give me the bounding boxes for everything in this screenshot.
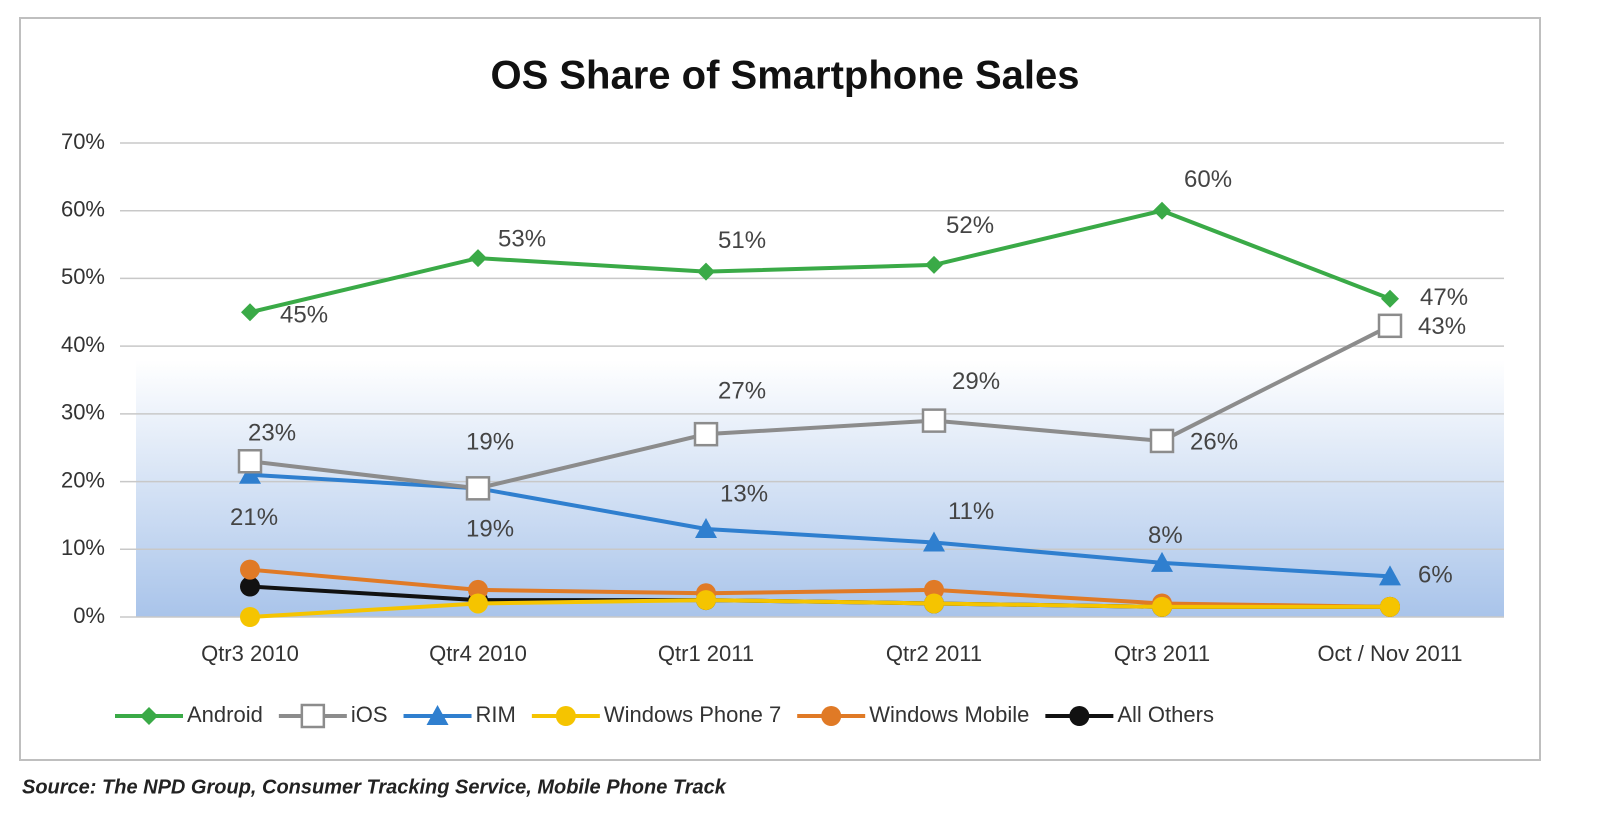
x-tick-label: Qtr2 2011 bbox=[886, 641, 982, 666]
data-label: 26% bbox=[1190, 428, 1238, 455]
legend-marker bbox=[426, 705, 449, 725]
legend-label: Windows Mobile bbox=[869, 702, 1029, 727]
data-point bbox=[693, 421, 719, 447]
data-point bbox=[1152, 596, 1172, 617]
data-label: 29% bbox=[952, 368, 1000, 395]
data-point bbox=[1151, 551, 1173, 572]
data-label: 53% bbox=[498, 225, 546, 252]
data-point bbox=[1379, 565, 1401, 586]
legend: Android iOS RIM Windows Phone 7 Windows Mobi… bbox=[115, 702, 1214, 729]
data-label: 51% bbox=[718, 227, 766, 254]
data-point bbox=[695, 517, 717, 538]
legend-marker bbox=[1069, 706, 1090, 726]
data-point bbox=[1380, 596, 1400, 617]
y-tick-label: 50% bbox=[61, 264, 105, 289]
legend-marker bbox=[300, 703, 326, 729]
plot-background bbox=[136, 360, 1504, 617]
data-point bbox=[239, 463, 261, 484]
data-point bbox=[465, 476, 491, 501]
y-tick-label: 0% bbox=[73, 603, 105, 628]
y-tick-label: 40% bbox=[61, 332, 105, 357]
legend-label: RIM bbox=[476, 702, 516, 727]
data-label: 43% bbox=[1418, 313, 1466, 340]
data-label: 21% bbox=[230, 504, 278, 531]
legend-label: iOS bbox=[351, 702, 388, 727]
data-point bbox=[241, 303, 259, 322]
series: 23% 19% 27% 29% 26% 43% bbox=[237, 313, 1466, 501]
series bbox=[240, 590, 1400, 627]
x-tick-label: Qtr4 2010 bbox=[429, 641, 527, 666]
data-point bbox=[1381, 289, 1399, 308]
legend-label: All Others bbox=[1117, 702, 1214, 727]
x-tick-label: Qtr1 2011 bbox=[658, 641, 754, 666]
data-point bbox=[925, 255, 943, 274]
series-line bbox=[249, 598, 1390, 619]
data-label: 13% bbox=[720, 480, 768, 507]
data-point bbox=[237, 449, 263, 474]
series-line bbox=[249, 472, 1391, 579]
data-point bbox=[921, 408, 947, 433]
chart-frame bbox=[19, 17, 1541, 761]
data-point bbox=[696, 590, 716, 611]
x-tick-label: Oct / Nov 2011 bbox=[1317, 641, 1462, 666]
data-label: 11% bbox=[948, 498, 994, 525]
legend-marker bbox=[555, 706, 576, 726]
data-point bbox=[923, 531, 945, 552]
series: 45% 53% 51% 52% 60% 47% bbox=[241, 166, 1468, 329]
data-point bbox=[1149, 428, 1175, 454]
y-tick-label: 10% bbox=[61, 535, 105, 560]
data-label: 60% bbox=[1184, 166, 1232, 193]
data-point bbox=[1377, 313, 1403, 339]
series-line bbox=[249, 567, 1391, 609]
data-point bbox=[240, 607, 260, 627]
data-point bbox=[469, 249, 487, 268]
chart-title: OS Share of Smartphone Sales bbox=[490, 54, 1079, 98]
data-label: 8% bbox=[1148, 522, 1183, 549]
data-point bbox=[924, 593, 944, 614]
series-line bbox=[249, 208, 1391, 315]
x-tick-label: Qtr3 2010 bbox=[201, 641, 299, 666]
data-label: 6% bbox=[1418, 562, 1453, 589]
y-tick-label: 70% bbox=[61, 129, 105, 154]
data-point bbox=[697, 262, 715, 281]
legend-label: Windows Phone 7 bbox=[604, 702, 781, 727]
data-label: 19% bbox=[466, 429, 514, 456]
data-label: 45% bbox=[280, 302, 328, 329]
data-label: 19% bbox=[466, 516, 514, 543]
y-tick-label: 20% bbox=[61, 467, 105, 492]
data-point bbox=[240, 576, 260, 597]
y-tick-label: 60% bbox=[61, 197, 105, 222]
legend-marker bbox=[821, 706, 842, 726]
source-note: Source: The NPD Group, Consumer Tracking… bbox=[22, 776, 727, 798]
legend-label: Android bbox=[187, 702, 263, 727]
x-tick-label: Qtr3 2011 bbox=[1114, 641, 1210, 666]
data-point bbox=[1153, 201, 1171, 220]
data-label: 47% bbox=[1420, 284, 1468, 311]
series-line bbox=[249, 324, 1391, 491]
legend-marker bbox=[140, 707, 158, 725]
data-label: 23% bbox=[248, 420, 296, 447]
data-label: 27% bbox=[718, 378, 766, 405]
y-tick-label: 30% bbox=[61, 400, 105, 425]
data-label: 52% bbox=[946, 212, 994, 239]
data-point bbox=[240, 559, 260, 580]
data-point bbox=[468, 593, 488, 614]
